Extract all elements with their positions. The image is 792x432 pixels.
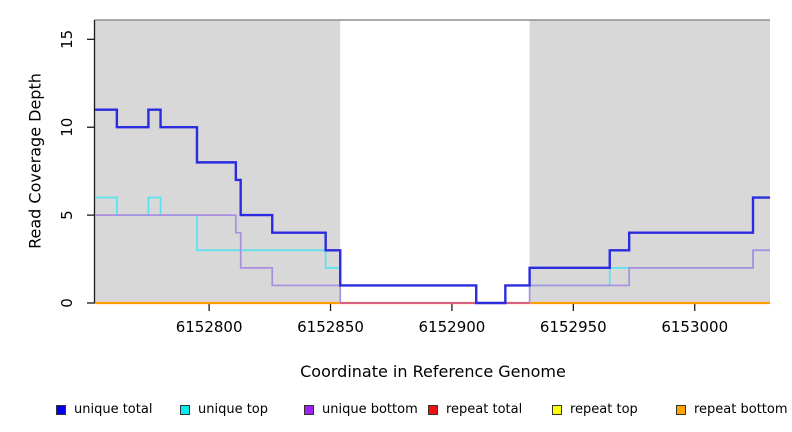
x-axis-title: Coordinate in Reference Genome — [300, 362, 566, 381]
y-axis-title: Read Coverage Depth — [25, 73, 45, 249]
x-tick-label: 6152800 — [176, 318, 243, 336]
series-line-unique-total — [95, 108, 770, 305]
y-tick-label: 0 — [58, 298, 76, 308]
y-tick-label: 5 — [58, 210, 76, 220]
shaded-region — [529, 20, 770, 303]
x-tick-label: 6153000 — [661, 318, 728, 336]
x-tick-label: 6152850 — [297, 318, 364, 336]
x-tick-label: 6152900 — [419, 318, 486, 336]
series-line-unique-top — [95, 196, 770, 304]
y-tick-label: 15 — [58, 30, 76, 49]
x-tick-label: 6152950 — [540, 318, 607, 336]
y-tick-label: 10 — [58, 118, 76, 137]
series-line-unique-bottom — [95, 214, 770, 304]
